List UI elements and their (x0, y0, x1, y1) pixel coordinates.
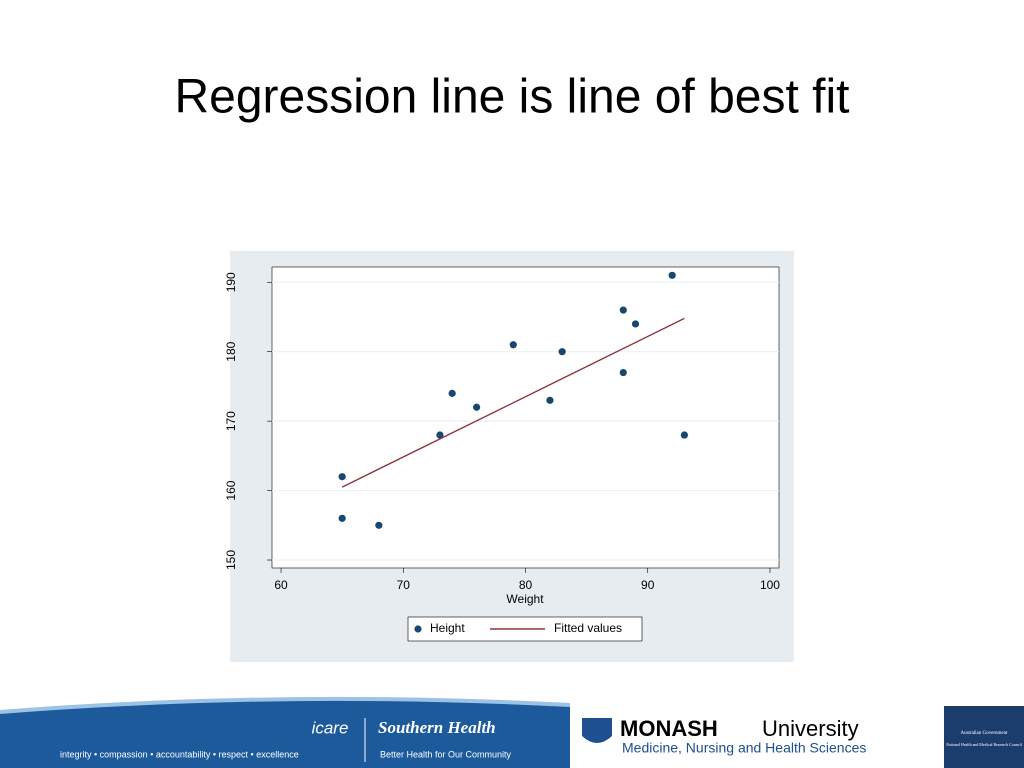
point (631, 320, 640, 328)
x-tick-label: 90 (641, 578, 655, 592)
point (509, 341, 517, 349)
plot-area (271, 266, 780, 569)
x-tick-label: 100 (760, 578, 780, 592)
values-line: integrity • compassion • accountability … (60, 749, 299, 759)
nhmrc-text: National Health and Medical Research Cou… (946, 742, 1023, 747)
monash-name: MONASH (620, 716, 718, 741)
fitted-line (341, 317, 685, 488)
point (375, 521, 383, 529)
y-tick-label: 150 (224, 550, 238, 570)
x-tick-label: 60 (274, 578, 288, 592)
x-tick-label: 80 (519, 578, 533, 592)
point (558, 348, 566, 356)
chart: 150 160 170 180 190 60 70 80 90 100 Height Fitted v… (224, 271, 780, 635)
x-axis-label: Weight (506, 592, 544, 606)
legend-marker (414, 625, 422, 633)
y-tick-label: 160 (224, 480, 238, 500)
point (546, 396, 554, 404)
point (619, 368, 627, 377)
footer-band (0, 698, 570, 768)
point (436, 431, 444, 439)
footer-wave (0, 696, 571, 714)
point (668, 271, 676, 279)
point (338, 514, 346, 522)
slide-title: Regression line is line of best fit (175, 71, 850, 124)
southern-tagline: Better Health for Our Community (380, 749, 512, 759)
point (448, 389, 456, 397)
nhmrc-logo (944, 706, 1024, 768)
point (473, 403, 481, 411)
monash-faculty: Medicine, Nursing and Health Sciences (622, 740, 866, 756)
southern-health-logo: Southern Health (378, 718, 496, 737)
point (680, 431, 688, 439)
y-tick-label: 190 (224, 272, 238, 292)
monash-shield (582, 718, 612, 743)
point (619, 306, 627, 314)
icare-logo: icare (312, 718, 349, 737)
point (338, 473, 346, 481)
legend-label: Fitted values (554, 621, 622, 635)
gov-text: Australian Government (960, 731, 1008, 736)
y-tick-label: 180 (224, 341, 238, 361)
y-tick-label: 170 (224, 411, 238, 431)
legend-label: Height (430, 621, 465, 635)
monash-university: University (762, 716, 859, 741)
x-tick-label: 70 (397, 578, 411, 592)
